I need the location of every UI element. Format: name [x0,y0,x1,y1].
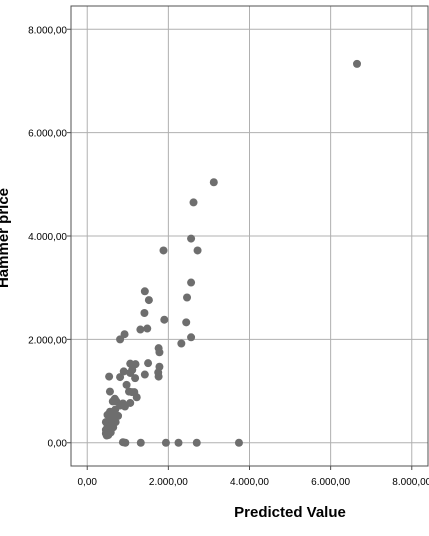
data-points [101,59,362,447]
data-point [119,367,128,376]
data-point [234,438,243,447]
data-point [140,309,149,318]
data-point [187,234,196,243]
x-axis-ticks: 0,00 2.000,00 4.000,00 6.000,00 8.000,00 [77,466,429,488]
data-point [187,278,196,287]
data-point [122,380,131,389]
data-point [161,438,170,447]
data-point [102,431,111,440]
data-point [127,388,136,397]
data-point [155,348,164,357]
data-point [182,318,191,327]
data-point [154,372,163,381]
data-point [132,393,141,402]
data-point [120,330,129,339]
x-axis-title: Predicted Value [234,504,346,521]
data-point [143,324,152,333]
x-tick-label: 0,00 [77,477,97,488]
data-point [177,339,186,348]
data-point [140,370,149,379]
data-point [144,296,153,305]
data-point [126,368,135,377]
data-point [121,438,130,447]
data-point [209,178,218,187]
data-point [131,374,140,383]
y-tick-label: 6.000,00 [28,129,67,140]
y-tick-label: 0,00 [48,439,68,450]
data-point [136,438,145,447]
grid-lines [71,6,428,466]
data-point [187,333,196,342]
data-point [192,438,201,447]
y-axis-title: Hammer price [0,188,12,288]
data-point [144,359,153,368]
data-point [136,325,145,334]
y-tick-label: 8.000,00 [28,25,67,36]
y-tick-label: 2.000,00 [28,335,67,346]
data-point [193,246,202,255]
y-tick-label: 4.000,00 [28,232,67,243]
x-tick-label: 8.000,00 [392,477,429,488]
data-point [159,246,168,255]
x-tick-label: 2.000,00 [149,477,188,488]
data-point [174,438,183,447]
data-point [140,287,149,296]
data-point [183,293,192,302]
y-axis-ticks: 0,00 2.000,00 4.000,00 6.000,00 8.000,00 [28,25,71,450]
data-point [116,335,125,344]
data-point [105,372,114,381]
data-point [105,387,114,396]
data-point [116,373,125,382]
data-point [353,59,362,68]
x-tick-label: 4.000,00 [230,477,269,488]
data-point [160,315,169,324]
data-point [189,198,198,207]
x-tick-label: 6.000,00 [311,477,350,488]
